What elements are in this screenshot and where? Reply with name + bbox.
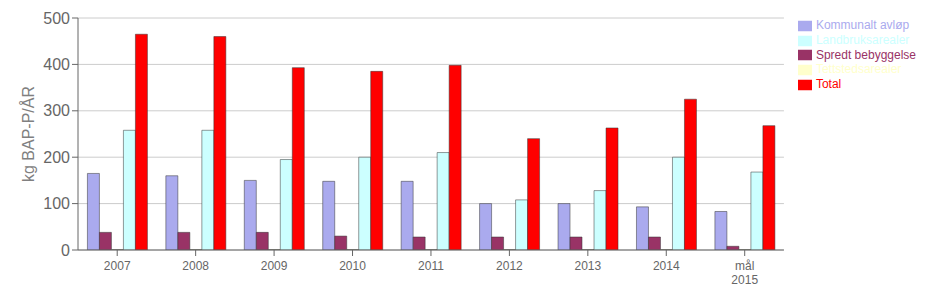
svg-text:100: 100 <box>43 195 70 212</box>
svg-text:300: 300 <box>43 102 70 119</box>
svg-text:2007: 2007 <box>104 259 131 273</box>
svg-text:2010: 2010 <box>339 259 366 273</box>
svg-text:2014: 2014 <box>653 259 680 273</box>
svg-text:200: 200 <box>43 149 70 166</box>
svg-text:2012: 2012 <box>496 259 523 273</box>
svg-text:2009: 2009 <box>261 259 288 273</box>
svg-text:2013: 2013 <box>574 259 601 273</box>
svg-text:2008: 2008 <box>182 259 209 273</box>
html-text:Landbruksarealer: Landbruksarealer <box>815 32 910 47</box>
html-text:Total: Total <box>815 77 842 92</box>
html-text:Spredt bebyggelse: Spredt bebyggelse <box>815 47 916 62</box>
svg-text:kg BAP-P/ÅR: kg BAP-P/ÅR <box>19 86 37 182</box>
svg-text:mål2015: mål2015 <box>731 259 758 287</box>
svg-text:2011: 2011 <box>418 259 444 273</box>
svg-text:500: 500 <box>43 10 70 27</box>
svg-text:0: 0 <box>61 242 70 259</box>
html-text:Tettstedsarealer: Tettstedsarealer <box>815 62 902 77</box>
html-text:Kommunalt avløp: Kommunalt avløp <box>815 18 910 32</box>
svg-text:400: 400 <box>43 56 70 73</box>
